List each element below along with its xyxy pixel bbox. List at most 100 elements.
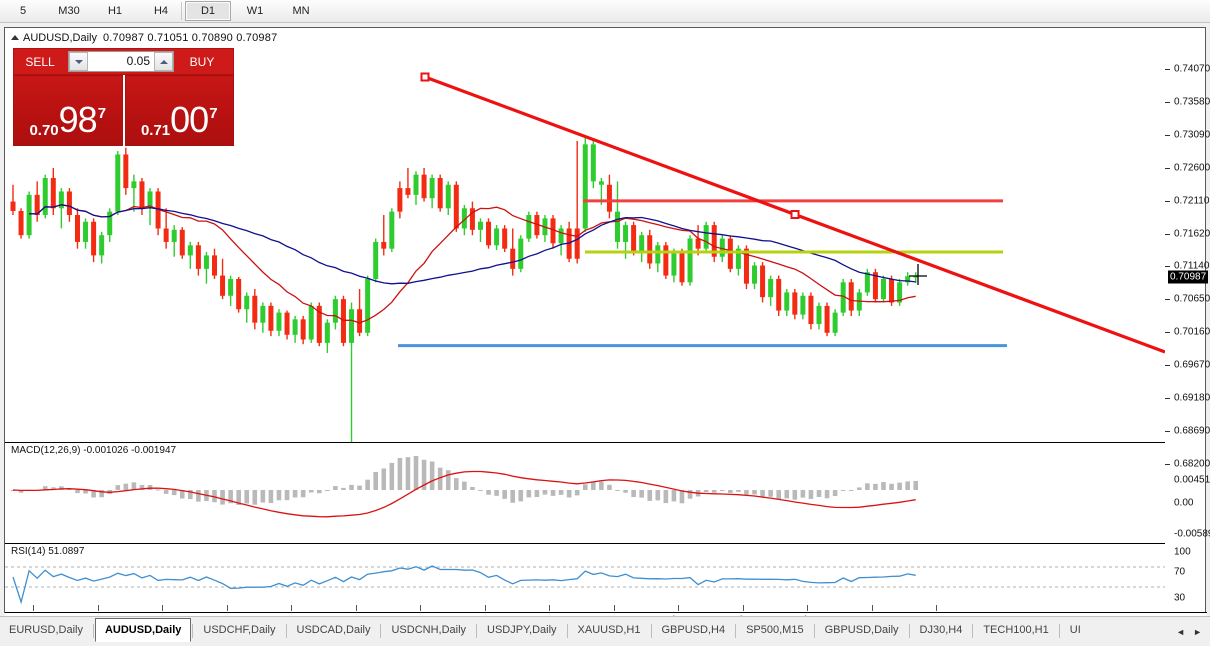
price-chart-pane[interactable] xyxy=(5,28,1165,443)
candle-body xyxy=(83,221,89,242)
macd-bar xyxy=(445,470,451,490)
chart-tab-bar[interactable]: EURUSD,Daily AUDUSD,Daily USDCHF,Daily USDC… xyxy=(0,616,1210,646)
buy-price-point: 7 xyxy=(209,105,218,122)
macd-bar xyxy=(147,484,153,490)
tab-eurusd-daily[interactable]: EURUSD,Daily xyxy=(9,624,83,636)
macd-bar xyxy=(454,478,459,490)
rsi-label: RSI(14) 51.0897 xyxy=(11,546,85,557)
candle-body xyxy=(429,178,435,199)
macd-indicator-pane[interactable]: MACD(12,26,9) -0.001026 -0.001947 xyxy=(5,443,1165,543)
tab-gbpusd-daily[interactable]: GBPUSD,Daily xyxy=(824,624,899,636)
candle-body xyxy=(784,292,790,311)
price-axis-tick xyxy=(1165,431,1170,433)
sell-button[interactable]: 0.70987 xyxy=(13,75,123,146)
buy-price-prefix: 0.71 xyxy=(140,122,171,139)
price-scale-axis[interactable]: 0.74070 0.73580 0.73090 0.72600 0.72110 0.716… xyxy=(1165,28,1210,624)
candle-body xyxy=(752,265,758,284)
moving-average-line xyxy=(29,204,916,324)
tab-separator xyxy=(476,624,478,638)
candle-body xyxy=(461,208,467,229)
candle-body xyxy=(534,215,540,236)
macd-bar xyxy=(462,481,467,490)
macd-bar xyxy=(139,484,145,490)
candle-body xyxy=(316,305,322,343)
tab-xauusd-h1[interactable]: XAUUSD,H1 xyxy=(577,624,641,636)
tab-dj30-h4[interactable]: DJ30,H4 xyxy=(919,624,963,636)
candle-body xyxy=(864,272,870,293)
candle-body xyxy=(58,191,64,209)
price-axis-tick xyxy=(1165,200,1170,202)
candle-body xyxy=(276,312,282,331)
chart-window[interactable]: AUDUSD,Daily 0.70987 0.71051 0.70890 0.70… xyxy=(4,27,1210,630)
price-axis-tick xyxy=(1165,134,1170,136)
date-axis-tick xyxy=(97,605,99,611)
tab-prev-button[interactable]: ◄ xyxy=(1176,626,1186,637)
macd-bar xyxy=(179,490,185,499)
macd-bar xyxy=(744,490,749,495)
macd-bar xyxy=(510,490,516,503)
candle-body xyxy=(66,191,72,216)
tab-usdjpy-daily[interactable]: USDJPY,Daily xyxy=(487,624,557,636)
macd-bar xyxy=(292,490,298,498)
tab-sp500-m15[interactable]: SP500,M15 xyxy=(746,624,804,636)
one-click-trading-panel[interactable]: SELL 0.05 BUY 0.70987 0.71007 xyxy=(13,48,234,146)
tab-next-button[interactable]: ► xyxy=(1193,626,1202,637)
macd-bar xyxy=(518,490,524,502)
tab-tech100-h1[interactable]: TECH100,H1 xyxy=(983,624,1049,636)
tab-audusd-daily[interactable]: AUDUSD,Daily xyxy=(94,618,192,642)
timeframe-button-w1[interactable]: W1 xyxy=(246,5,264,17)
timeframe-button-h4[interactable]: H4 xyxy=(153,5,169,17)
rsi-axis-label: 100 xyxy=(1174,546,1191,558)
macd-bar xyxy=(558,490,564,495)
timeframe-button-h1[interactable]: H1 xyxy=(107,5,123,17)
timeframe-button-d1[interactable]: D1 xyxy=(185,1,231,21)
rsi-indicator-pane[interactable]: RSI(14) 51.0897 xyxy=(5,544,1165,611)
candle-body xyxy=(10,201,16,211)
volume-stepper[interactable]: 0.05 xyxy=(68,51,174,72)
candle-body xyxy=(768,278,774,298)
buy-button[interactable]: 0.71007 xyxy=(124,75,234,146)
candle-body xyxy=(647,235,653,264)
price-axis-tick xyxy=(1165,233,1170,235)
sell-price-main: 98 xyxy=(58,99,98,140)
trendline-handle[interactable] xyxy=(420,72,430,82)
macd-bar xyxy=(171,490,177,496)
volume-increase-button[interactable] xyxy=(154,52,173,71)
volume-input[interactable]: 0.05 xyxy=(126,54,150,68)
candle-body xyxy=(381,241,387,249)
volume-decrease-button[interactable] xyxy=(69,52,88,71)
trendline-handle[interactable] xyxy=(790,210,800,219)
tab-usdcnh-daily[interactable]: USDCNH,Daily xyxy=(391,624,467,636)
tab-ui[interactable]: UI xyxy=(1069,624,1081,636)
timeframe-button-5[interactable]: 5 xyxy=(19,5,27,17)
tab-usdchf-daily[interactable]: USDCHF,Daily xyxy=(203,624,276,636)
tab-separator xyxy=(1058,624,1060,638)
candle-body xyxy=(550,218,556,244)
macd-bar xyxy=(123,483,129,490)
timeframe-button-mn[interactable]: MN xyxy=(292,5,310,17)
candle-body xyxy=(187,245,193,256)
candle-body xyxy=(91,221,97,256)
tab-gbpusd-h4[interactable]: GBPUSD,H4 xyxy=(661,624,726,636)
macd-bar xyxy=(542,490,548,495)
candle-body xyxy=(719,238,725,257)
price-axis-tick xyxy=(1165,299,1170,301)
price-chart-canvas[interactable] xyxy=(5,28,1165,443)
tab-separator xyxy=(285,624,287,638)
candle-body xyxy=(848,282,854,311)
macd-histogram xyxy=(10,456,919,505)
candle-body xyxy=(268,305,274,331)
candle-body xyxy=(663,245,669,276)
tab-separator xyxy=(972,624,974,638)
candle-body xyxy=(212,255,217,276)
macd-bar xyxy=(59,486,64,490)
collapse-triangle-icon[interactable] xyxy=(11,35,19,40)
date-axis-tick xyxy=(484,605,486,611)
date-axis-tick xyxy=(420,605,421,611)
price-axis-tick xyxy=(1165,332,1170,334)
timeframe-button-m30[interactable]: M30 xyxy=(58,5,80,17)
macd-bar xyxy=(75,490,80,494)
tab-navigation[interactable]: ◄ ► xyxy=(1172,617,1210,646)
price-axis-label: 0.69180 xyxy=(1174,392,1210,404)
tab-usdcad-daily[interactable]: USDCAD,Daily xyxy=(296,624,371,636)
